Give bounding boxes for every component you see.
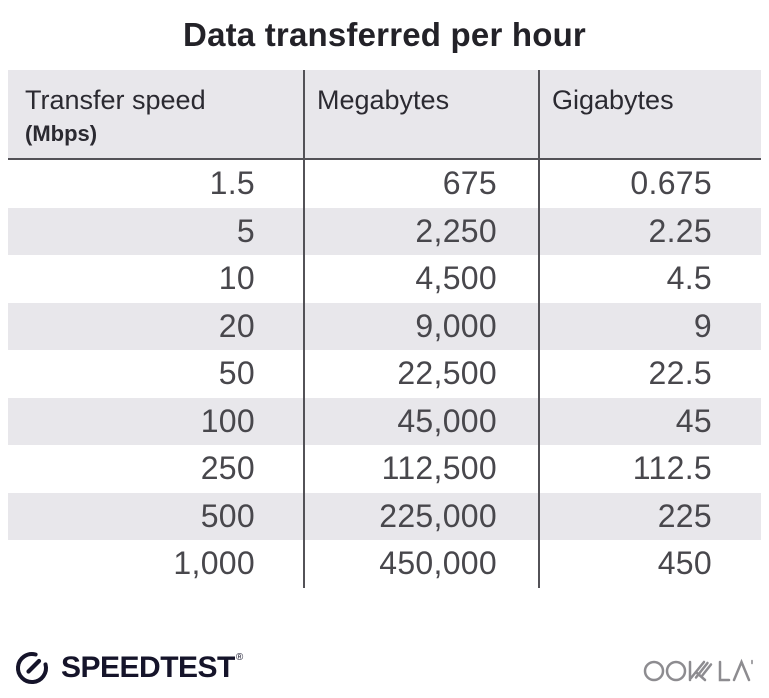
cell-gigabytes: 4.5: [538, 255, 761, 303]
cell-megabytes: 9,000: [303, 302, 538, 350]
cell-megabytes: 112,500: [303, 445, 538, 493]
header-gigabytes: Gigabytes: [538, 70, 761, 158]
cell-transfer-speed: 500: [200, 497, 255, 534]
table-row: 50 22,500 22.5: [8, 350, 761, 398]
table-row: 10 4,500 4.5: [8, 255, 761, 303]
cell-gigabytes: 0.675: [538, 160, 761, 208]
header-gigabytes-label: Gigabytes: [552, 85, 674, 115]
cell-megabytes: 675: [303, 160, 538, 208]
cell-transfer-speed: 50: [218, 355, 255, 392]
data-table: Transfer speed (Mbps) Megabytes Gigabyte…: [8, 70, 761, 588]
cell-gigabytes: 225: [538, 492, 761, 540]
speedtest-logo: SPEEDTEST ®: [12, 648, 243, 688]
page-title: Data transferred per hour: [183, 16, 586, 53]
cell-megabytes: 45,000: [303, 397, 538, 445]
table-row: 250 112,500 112.5: [8, 445, 761, 493]
header-transfer-speed-label: Transfer speed: [25, 85, 206, 115]
cell-megabytes: 4,500: [303, 255, 538, 303]
header-transfer-speed: Transfer speed (Mbps): [8, 70, 303, 158]
cell-gigabytes: 2.25: [538, 207, 761, 255]
cell-transfer-speed: 1.5: [209, 165, 255, 202]
cell-gigabytes: 9: [538, 302, 761, 350]
table-row: 1.5 675 0.675: [8, 160, 761, 208]
cell-transfer-speed: 10: [218, 260, 255, 297]
header-megabytes: Megabytes: [303, 70, 538, 158]
speedtest-label: SPEEDTEST: [61, 651, 235, 684]
registered-mark: ®: [235, 652, 243, 663]
table-row: 1,000 450,000 450: [8, 540, 761, 588]
table-row: 500 225,000 225: [8, 492, 761, 540]
table-row: 5 2,250 2.25: [8, 207, 761, 255]
table-row: 20 9,000 9: [8, 302, 761, 350]
header-megabytes-label: Megabytes: [317, 85, 450, 115]
cell-megabytes: 2,250: [303, 207, 538, 255]
cell-gigabytes: 45: [538, 397, 761, 445]
ookla-wordmark-icon: [643, 658, 753, 682]
cell-transfer-speed: 5: [236, 212, 255, 249]
cell-megabytes: 225,000: [303, 492, 538, 540]
cell-megabytes: 22,500: [303, 350, 538, 398]
cell-megabytes: 450,000: [303, 540, 538, 588]
table-row: 100 45,000 45: [8, 397, 761, 445]
cell-gigabytes: 450: [538, 540, 761, 588]
cell-transfer-speed: 100: [200, 402, 255, 439]
table-header-row: Transfer speed (Mbps) Megabytes Gigabyte…: [8, 70, 761, 160]
ookla-logo: OOKLA: [643, 654, 755, 691]
cell-transfer-speed: 250: [200, 450, 255, 487]
cell-gigabytes: 112.5: [538, 445, 761, 493]
cell-transfer-speed: 20: [218, 307, 255, 344]
table-body: 1.5 675 0.675 5 2,250 2.25 10 4,500 4.5 …: [8, 160, 761, 588]
cell-transfer-speed: 1,000: [173, 545, 255, 582]
speedtest-wordmark: SPEEDTEST ®: [61, 651, 243, 685]
header-transfer-speed-unit: (Mbps): [25, 121, 98, 147]
speedtest-gauge-icon: [16, 652, 48, 684]
cell-gigabytes: 22.5: [538, 350, 761, 398]
